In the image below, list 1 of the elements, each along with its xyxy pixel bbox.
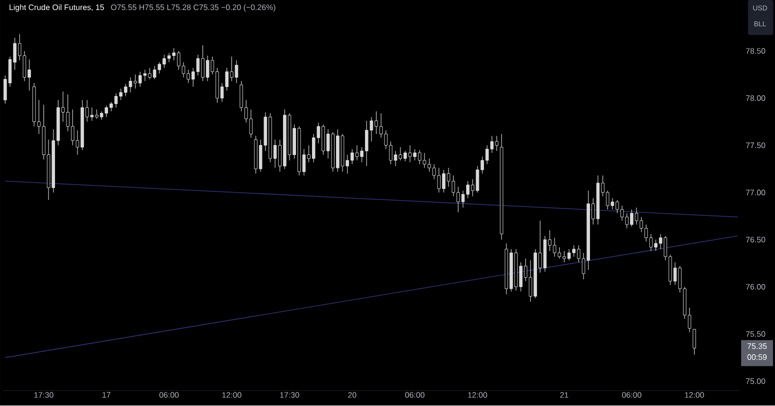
candlestick <box>692 329 696 356</box>
